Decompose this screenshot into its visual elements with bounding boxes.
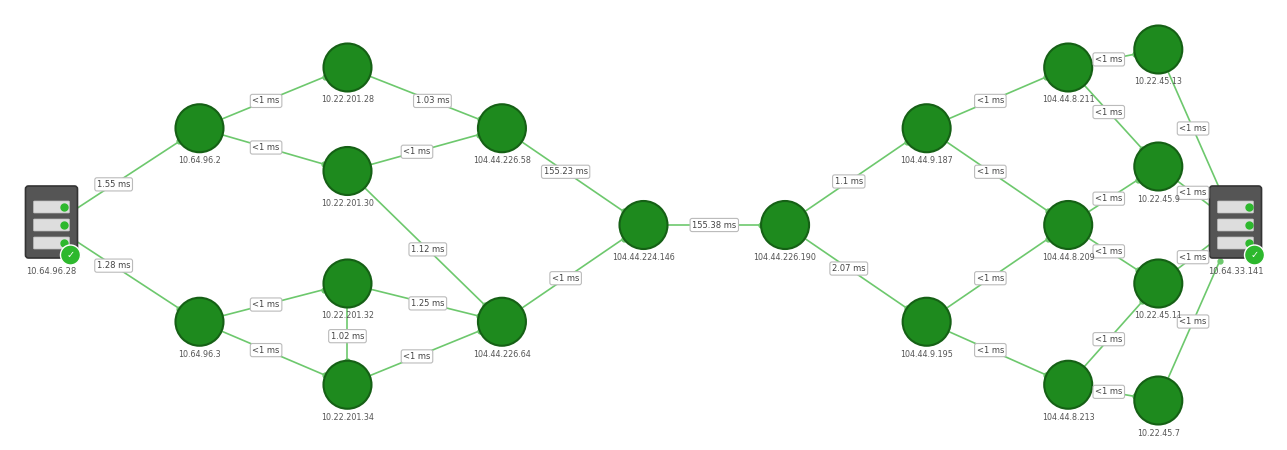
Text: 2.07 ms: 2.07 ms — [831, 264, 866, 273]
Text: 10.22.201.30: 10.22.201.30 — [320, 199, 375, 208]
Text: 104.44.9.195: 104.44.9.195 — [900, 350, 954, 359]
Circle shape — [1134, 143, 1183, 190]
Text: 10.64.33.141: 10.64.33.141 — [1207, 267, 1264, 276]
Text: <1 ms: <1 ms — [252, 143, 279, 152]
Circle shape — [1134, 260, 1183, 307]
Circle shape — [1245, 245, 1265, 265]
Text: 1.25 ms: 1.25 ms — [411, 299, 444, 308]
Text: 10.22.45.11: 10.22.45.11 — [1134, 311, 1183, 320]
Text: 10.64.96.2: 10.64.96.2 — [178, 156, 221, 165]
FancyBboxPatch shape — [33, 237, 69, 249]
Text: 1.02 ms: 1.02 ms — [331, 332, 364, 341]
Text: <1 ms: <1 ms — [1095, 108, 1122, 117]
Text: ✓: ✓ — [1251, 250, 1259, 260]
FancyBboxPatch shape — [1218, 201, 1254, 213]
Circle shape — [323, 260, 372, 307]
Text: 155.38 ms: 155.38 ms — [692, 220, 736, 230]
Circle shape — [619, 201, 668, 249]
Text: <1 ms: <1 ms — [403, 147, 431, 156]
Text: <1 ms: <1 ms — [977, 96, 1004, 105]
Circle shape — [902, 104, 951, 152]
Circle shape — [175, 298, 224, 346]
Text: <1 ms: <1 ms — [977, 346, 1004, 355]
Circle shape — [477, 298, 526, 346]
FancyBboxPatch shape — [1218, 237, 1254, 249]
Text: ✓: ✓ — [67, 250, 75, 260]
Circle shape — [60, 245, 81, 265]
Text: 104.44.8.211: 104.44.8.211 — [1042, 95, 1094, 104]
Circle shape — [1044, 361, 1093, 409]
Text: <1 ms: <1 ms — [977, 274, 1004, 283]
Text: 10.22.201.34: 10.22.201.34 — [320, 413, 375, 422]
Text: 1.28 ms: 1.28 ms — [97, 261, 130, 270]
Text: 104.44.9.187: 104.44.9.187 — [901, 156, 952, 165]
Text: 104.44.224.146: 104.44.224.146 — [613, 253, 674, 262]
Circle shape — [902, 298, 951, 346]
Text: <1 ms: <1 ms — [252, 346, 279, 355]
Text: 104.44.226.64: 104.44.226.64 — [474, 350, 530, 359]
Text: 10.22.45.13: 10.22.45.13 — [1134, 77, 1183, 86]
Text: 104.44.8.213: 104.44.8.213 — [1042, 413, 1094, 422]
Text: 10.22.45.7: 10.22.45.7 — [1136, 428, 1180, 437]
Text: <1 ms: <1 ms — [1095, 194, 1122, 203]
Text: <1 ms: <1 ms — [1095, 387, 1122, 396]
Text: 10.64.96.28: 10.64.96.28 — [26, 267, 77, 276]
Text: 1.12 ms: 1.12 ms — [411, 245, 444, 254]
Text: 155.23 ms: 155.23 ms — [543, 167, 588, 176]
Text: 1.03 ms: 1.03 ms — [416, 96, 449, 105]
Text: <1 ms: <1 ms — [977, 167, 1004, 176]
Circle shape — [1134, 377, 1183, 424]
Text: 10.22.201.32: 10.22.201.32 — [320, 311, 375, 320]
FancyBboxPatch shape — [33, 219, 69, 231]
FancyBboxPatch shape — [26, 186, 77, 258]
Text: 10.64.96.3: 10.64.96.3 — [178, 350, 221, 359]
Text: <1 ms: <1 ms — [1179, 188, 1207, 197]
Text: 104.44.226.58: 104.44.226.58 — [474, 156, 530, 165]
Text: <1 ms: <1 ms — [403, 352, 431, 361]
Text: 104.44.226.190: 104.44.226.190 — [754, 253, 816, 262]
Text: <1 ms: <1 ms — [252, 96, 279, 105]
Text: <1 ms: <1 ms — [1179, 317, 1207, 326]
FancyBboxPatch shape — [1210, 186, 1261, 258]
Circle shape — [477, 104, 526, 152]
FancyBboxPatch shape — [33, 201, 69, 213]
FancyBboxPatch shape — [1218, 219, 1254, 231]
Text: <1 ms: <1 ms — [252, 300, 279, 309]
Circle shape — [323, 44, 372, 91]
Circle shape — [1044, 44, 1093, 91]
Text: <1 ms: <1 ms — [552, 274, 579, 283]
Text: <1 ms: <1 ms — [1179, 124, 1207, 133]
Text: 1.55 ms: 1.55 ms — [97, 180, 130, 189]
Text: <1 ms: <1 ms — [1095, 335, 1122, 344]
Text: 10.22.201.28: 10.22.201.28 — [320, 95, 375, 104]
Text: 10.22.45.9: 10.22.45.9 — [1136, 194, 1180, 203]
Circle shape — [761, 201, 810, 249]
Text: 104.44.8.209: 104.44.8.209 — [1042, 253, 1094, 262]
Text: <1 ms: <1 ms — [1095, 55, 1122, 64]
Circle shape — [323, 361, 372, 409]
Text: <1 ms: <1 ms — [1179, 253, 1207, 262]
Circle shape — [1134, 26, 1183, 73]
Text: <1 ms: <1 ms — [1095, 247, 1122, 256]
Text: 1.1 ms: 1.1 ms — [835, 177, 862, 186]
Circle shape — [175, 104, 224, 152]
Circle shape — [323, 147, 372, 195]
Circle shape — [1044, 201, 1093, 249]
